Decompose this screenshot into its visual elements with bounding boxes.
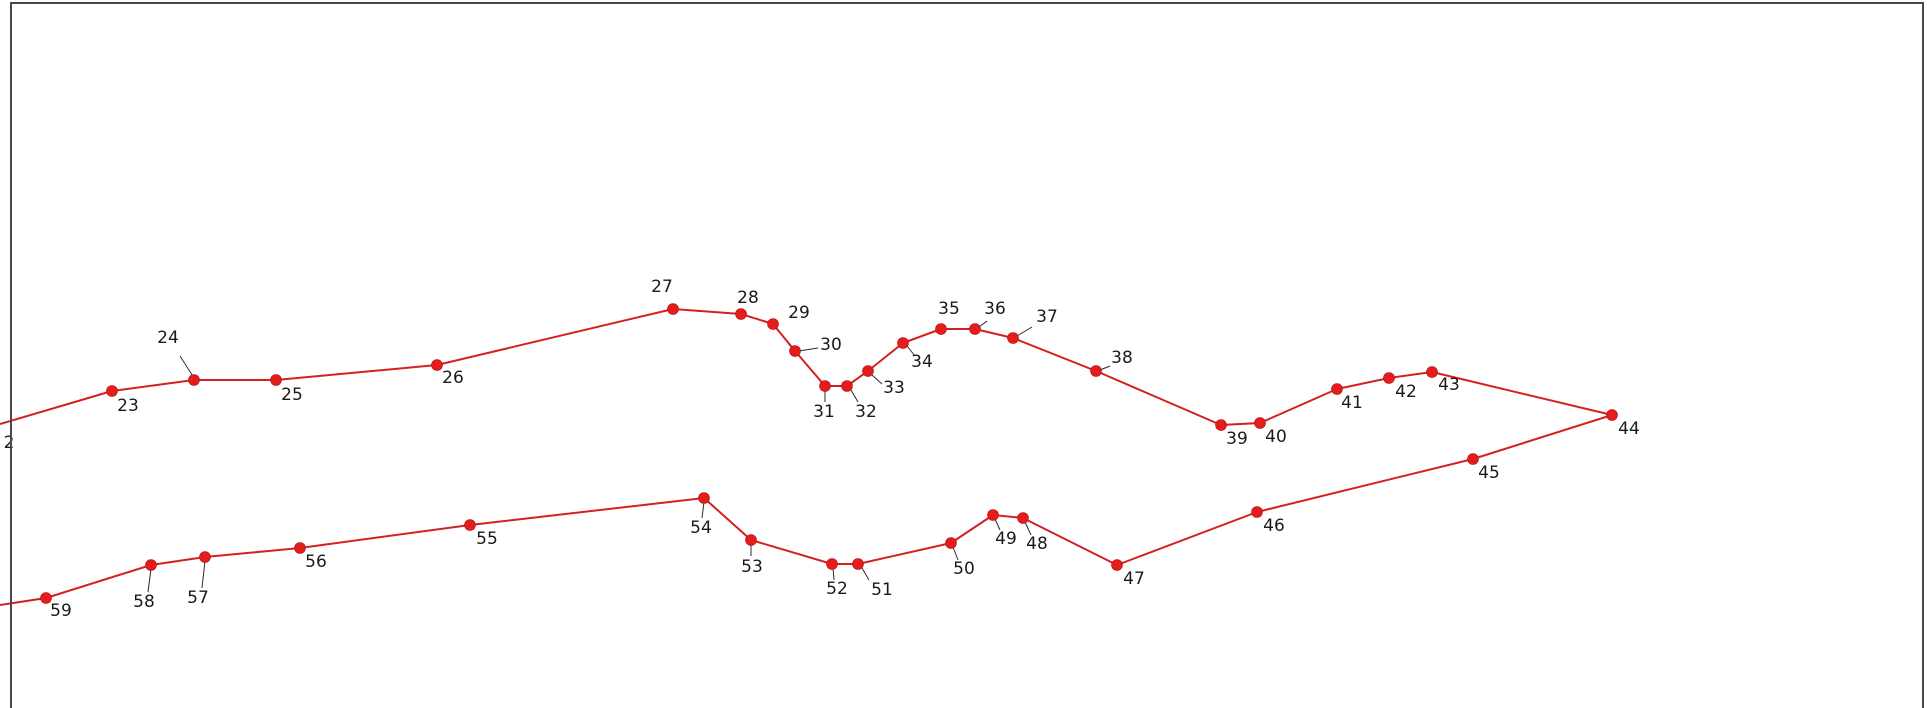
vertex-label-24: 24 bbox=[157, 328, 179, 348]
vertex-marker-32[interactable] bbox=[841, 380, 853, 392]
vertex-marker-48[interactable] bbox=[1017, 512, 1029, 524]
vertex-label-32: 32 bbox=[855, 402, 877, 422]
vertex-label-33: 33 bbox=[883, 378, 905, 398]
leader-line-38 bbox=[1099, 365, 1111, 371]
vertex-label-40: 40 bbox=[1265, 427, 1287, 447]
vertex-marker-47[interactable] bbox=[1111, 559, 1123, 571]
vertex-marker-42[interactable] bbox=[1383, 372, 1395, 384]
vertex-label-49: 49 bbox=[995, 529, 1017, 549]
vertex-label-48: 48 bbox=[1026, 534, 1048, 554]
vertex-marker-53[interactable] bbox=[745, 534, 757, 546]
vertex-labels: 2 23 24 25 26 27 28 29 30 31 32 33 34 35 36 37 38 39 40 41 4… bbox=[4, 277, 1640, 621]
leader-line-48 bbox=[1024, 521, 1032, 536]
vertex-marker-56[interactable] bbox=[294, 542, 306, 554]
leader-line-24 bbox=[179, 355, 195, 379]
vertex-label-54: 54 bbox=[690, 518, 712, 538]
vertex-label-25: 25 bbox=[281, 385, 303, 405]
vertex-label-59: 59 bbox=[50, 601, 72, 621]
vertex-label-39: 39 bbox=[1226, 429, 1248, 449]
label-leader-lines bbox=[147, 320, 1111, 593]
vertex-marker-49[interactable] bbox=[987, 509, 999, 521]
vertex-label-35: 35 bbox=[938, 299, 960, 319]
vertex-label-41: 41 bbox=[1341, 393, 1363, 413]
vertex-label-26: 26 bbox=[442, 368, 464, 388]
vertex-label-30: 30 bbox=[820, 335, 842, 355]
vertex-marker-46[interactable] bbox=[1251, 506, 1263, 518]
vertex-marker-34[interactable] bbox=[897, 337, 909, 349]
vertex-label-56: 56 bbox=[305, 552, 327, 572]
vertex-label-46: 46 bbox=[1263, 516, 1285, 536]
leader-line-49 bbox=[994, 518, 1001, 531]
vertex-marker-50[interactable] bbox=[945, 537, 957, 549]
vertex-marker-59[interactable] bbox=[40, 592, 52, 604]
leader-line-30 bbox=[798, 347, 819, 352]
vertex-marker-36[interactable] bbox=[969, 323, 981, 335]
vertex-label-31: 31 bbox=[813, 402, 835, 422]
vertex-label-53: 53 bbox=[741, 557, 763, 577]
vertex-label-28: 28 bbox=[737, 288, 759, 308]
vertex-marker-58[interactable] bbox=[145, 559, 157, 571]
vertex-marker-35[interactable] bbox=[935, 323, 947, 335]
leader-line-54 bbox=[701, 501, 705, 519]
vertex-marker-52[interactable] bbox=[826, 558, 838, 570]
vertex-label-52: 52 bbox=[826, 579, 848, 599]
vertex-label-44: 44 bbox=[1618, 419, 1640, 439]
vertex-marker-55[interactable] bbox=[464, 519, 476, 531]
vertex-label-51: 51 bbox=[871, 580, 893, 600]
vertex-marker-24[interactable] bbox=[188, 374, 200, 386]
vertex-label-58: 58 bbox=[133, 592, 155, 612]
vertex-marker-31[interactable] bbox=[819, 380, 831, 392]
vertex-marker-57[interactable] bbox=[199, 551, 211, 563]
leader-line-32 bbox=[850, 389, 859, 403]
vertex-marker-38[interactable] bbox=[1090, 365, 1102, 377]
vertex-marker-54[interactable] bbox=[698, 492, 710, 504]
vertex-marker-41[interactable] bbox=[1331, 383, 1343, 395]
vertex-label-37: 37 bbox=[1036, 307, 1058, 327]
vertex-label-27: 27 bbox=[651, 277, 673, 297]
vertex-label-50: 50 bbox=[953, 559, 975, 579]
vertex-marker-37[interactable] bbox=[1007, 332, 1019, 344]
vertex-marker-30[interactable] bbox=[789, 345, 801, 357]
vertex-label-34: 34 bbox=[911, 352, 933, 372]
leader-line-57 bbox=[201, 560, 206, 589]
vertex-marker-44[interactable] bbox=[1606, 409, 1618, 421]
vertex-marker-33[interactable] bbox=[862, 365, 874, 377]
leader-line-51 bbox=[861, 567, 870, 581]
vertex-markers bbox=[40, 303, 1618, 604]
vertex-label-57: 57 bbox=[187, 588, 209, 608]
vertex-marker-25[interactable] bbox=[270, 374, 282, 386]
map-frame-border bbox=[10, 2, 1924, 708]
leader-line-33 bbox=[871, 374, 883, 385]
vertex-marker-28[interactable] bbox=[735, 308, 747, 320]
leader-line-52 bbox=[832, 567, 835, 581]
vertex-label-45: 45 bbox=[1478, 463, 1500, 483]
vertex-marker-29[interactable] bbox=[767, 318, 779, 330]
vertex-label-43: 43 bbox=[1438, 375, 1460, 395]
vertex-label-38: 38 bbox=[1111, 348, 1133, 368]
vertex-marker-51[interactable] bbox=[852, 558, 864, 570]
vertex-marker-27[interactable] bbox=[667, 303, 679, 315]
vertex-label-23: 23 bbox=[117, 396, 139, 416]
vertex-marker-45[interactable] bbox=[1467, 453, 1479, 465]
vertex-label-29: 29 bbox=[788, 303, 810, 323]
leader-line-36 bbox=[978, 320, 988, 328]
vertex-label-2: 2 bbox=[4, 433, 15, 453]
vertex-label-36: 36 bbox=[984, 299, 1006, 319]
leader-line-58 bbox=[147, 568, 152, 593]
vertex-marker-39[interactable] bbox=[1215, 419, 1227, 431]
leader-line-50 bbox=[952, 546, 959, 561]
leader-line-34 bbox=[906, 345, 916, 357]
vertex-label-42: 42 bbox=[1395, 382, 1417, 402]
vertex-marker-43[interactable] bbox=[1426, 366, 1438, 378]
vertex-marker-40[interactable] bbox=[1254, 417, 1266, 429]
leader-line-37 bbox=[1016, 326, 1033, 337]
vertex-marker-23[interactable] bbox=[106, 385, 118, 397]
vertex-label-55: 55 bbox=[476, 529, 498, 549]
vertex-label-47: 47 bbox=[1123, 569, 1145, 589]
vertex-marker-26[interactable] bbox=[431, 359, 443, 371]
